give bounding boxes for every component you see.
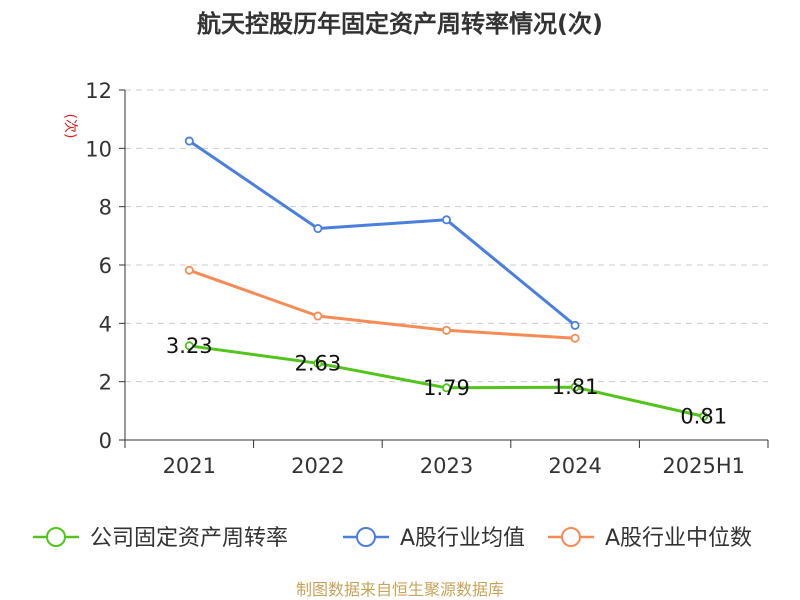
- data-point: [313, 311, 323, 321]
- data-label: 0.81: [680, 404, 727, 428]
- data-label: 3.23: [166, 334, 213, 358]
- y-tick-label: 8: [99, 196, 112, 220]
- grid: [125, 89, 768, 383]
- legend[interactable]: 公司固定资产周转率 A股行业均值 A股行业中位数: [33, 526, 752, 551]
- series-line: [188, 139, 577, 327]
- legend-marker: [356, 527, 376, 547]
- data-point: [184, 341, 194, 351]
- series-line: [188, 268, 576, 340]
- y-axis-label: (次): [62, 114, 78, 139]
- series-group: 3.23 2.63 1.79 1.81 0.81: [166, 136, 727, 428]
- data-point: [570, 320, 580, 330]
- data-point: [441, 383, 451, 393]
- data-point: [313, 224, 323, 234]
- legend-marker: [46, 527, 66, 547]
- axes: 0 2 4 6 8 10 12 2021 2022 2023 2024 2025H1: [85, 79, 769, 478]
- data-point: [184, 265, 194, 275]
- x-tick-label: 2025H1: [662, 454, 745, 478]
- data-point: [184, 136, 194, 146]
- y-tick-label: 2: [99, 371, 112, 395]
- x-tick-label: 2022: [291, 454, 344, 478]
- data-point: [570, 382, 580, 392]
- x-tick-label: 2021: [163, 454, 216, 478]
- y-tick-label: 12: [85, 79, 112, 103]
- legend-item[interactable]: A股行业中位数: [548, 526, 752, 551]
- legend-label: A股行业均值: [400, 526, 525, 551]
- y-tick-label: 10: [85, 137, 112, 161]
- legend-label: 公司固定资产周转率: [90, 526, 288, 551]
- y-tick-label: 0: [99, 429, 112, 453]
- y-tick-label: 6: [99, 254, 112, 278]
- legend-marker: [561, 527, 581, 547]
- data-point: [313, 358, 323, 368]
- data-label: 1.79: [423, 376, 470, 400]
- x-tick-label: 2023: [420, 454, 473, 478]
- y-tick-label: 4: [99, 312, 112, 336]
- legend-item[interactable]: A股行业均值: [343, 526, 525, 551]
- data-point: [441, 325, 451, 335]
- data-point: [699, 411, 709, 421]
- source-note: 制图数据来自恒生聚源数据库: [296, 580, 504, 599]
- data-label: 1.81: [552, 375, 599, 399]
- legend-label: A股行业中位数: [605, 526, 752, 551]
- legend-item[interactable]: 公司固定资产周转率: [33, 526, 288, 551]
- data-point: [570, 333, 580, 343]
- data-point: [441, 215, 451, 225]
- chart-title: 航天控股历年固定资产周转率情况(次): [197, 10, 603, 38]
- data-label: 2.63: [295, 351, 342, 375]
- x-tick-label: 2024: [548, 454, 601, 478]
